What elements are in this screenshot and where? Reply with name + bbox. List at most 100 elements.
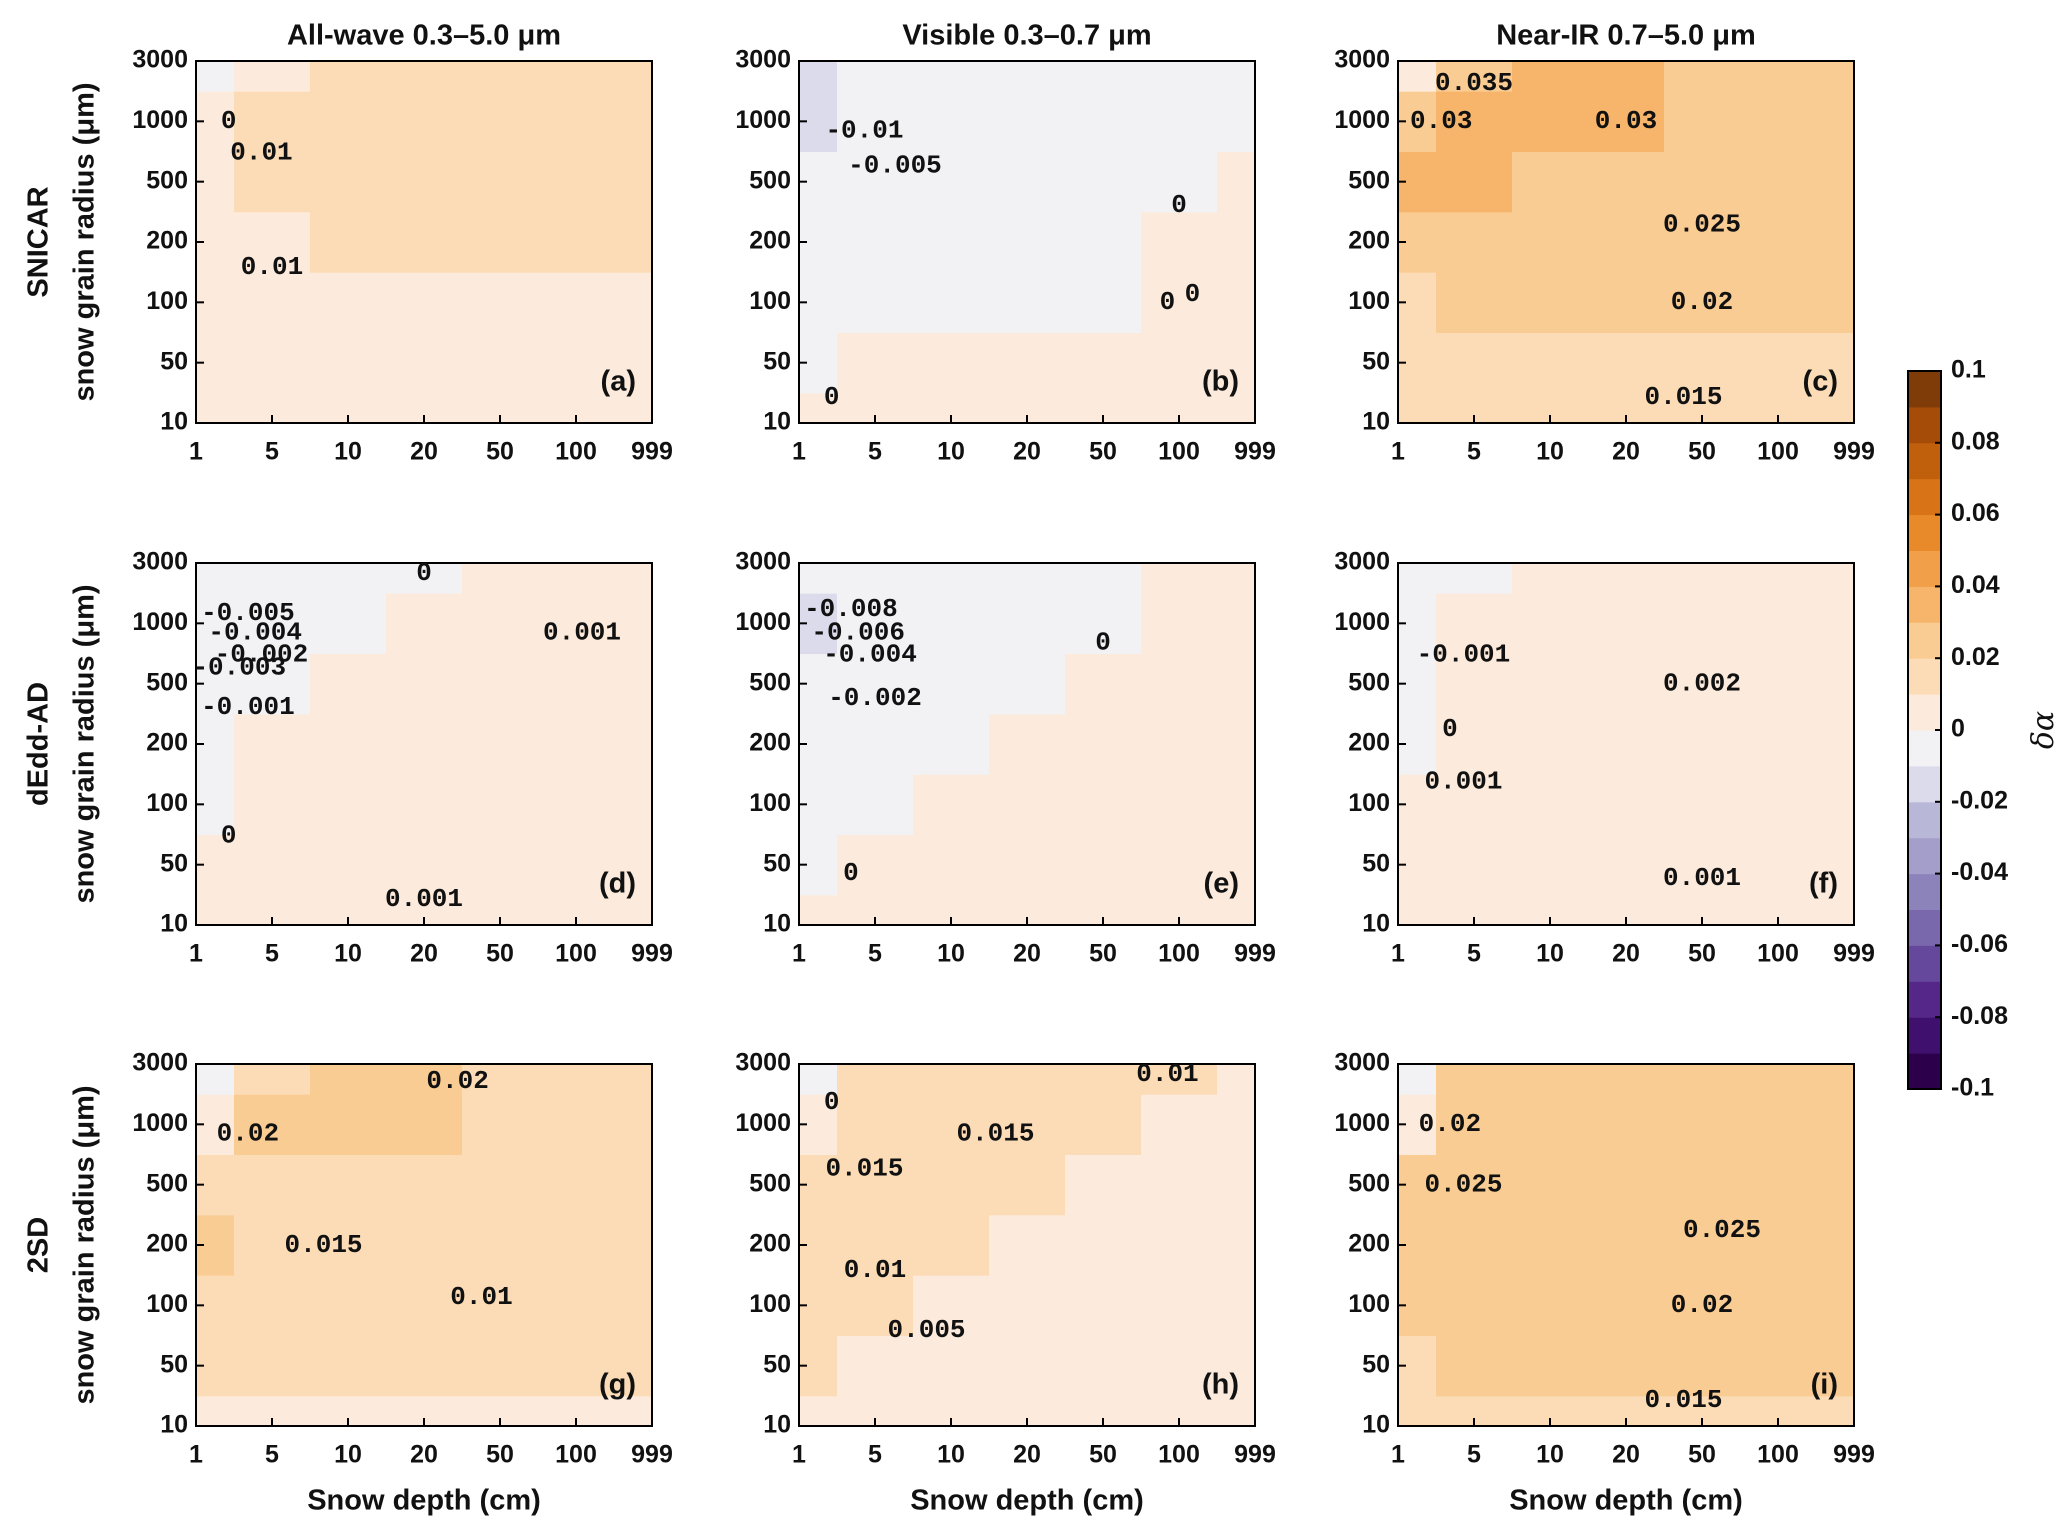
cell	[989, 272, 1066, 333]
cell	[462, 61, 539, 92]
x-tick-label: 10	[334, 1441, 362, 1469]
cell	[1141, 1154, 1218, 1216]
y-tick-label: 500	[146, 668, 188, 696]
y-tick-label: 10	[160, 1411, 188, 1439]
colorbar-tick-label: -0.02	[1951, 786, 2008, 814]
cell	[1740, 211, 1817, 273]
cell	[538, 151, 615, 213]
cell	[1065, 1154, 1142, 1216]
x-tick-label: 1	[792, 940, 806, 968]
contour-label: 0.015	[1644, 382, 1722, 412]
panel-label: (i)	[1811, 1369, 1838, 1401]
y-tick-label: 1000	[735, 106, 791, 134]
cell	[799, 392, 838, 424]
contour-label: 0	[1095, 628, 1111, 658]
colorbar-band	[1908, 945, 1941, 982]
contour-label: 0.03	[1410, 106, 1472, 136]
x-tick-label: 999	[1234, 940, 1276, 968]
x-tick-label: 20	[1013, 1441, 1041, 1469]
cell	[234, 1094, 311, 1155]
cell	[989, 1094, 1066, 1155]
cell	[538, 211, 615, 273]
cell	[310, 1094, 387, 1155]
cell	[234, 774, 311, 835]
x-tick-label: 1	[189, 940, 203, 968]
cell	[1065, 1335, 1142, 1397]
contour-label: 0.02	[217, 1118, 279, 1148]
y-tick-label: 200	[1348, 729, 1390, 757]
cell	[799, 894, 838, 926]
x-tick-label: 999	[1234, 438, 1276, 466]
cell	[913, 1154, 990, 1216]
y-tick-label: 500	[749, 1169, 791, 1197]
cell	[1436, 151, 1513, 213]
cell	[538, 834, 615, 896]
cell	[1816, 774, 1855, 835]
cell	[614, 61, 653, 92]
cell	[234, 1275, 311, 1336]
cell	[310, 593, 387, 654]
cell	[1065, 593, 1142, 654]
cell	[837, 1064, 914, 1095]
x-tick-label: 10	[1536, 438, 1564, 466]
cell	[538, 91, 615, 152]
cell	[837, 272, 914, 333]
y-tick-label: 10	[160, 408, 188, 436]
cell	[614, 332, 653, 394]
cell	[1588, 653, 1665, 715]
cell	[614, 1395, 653, 1427]
cell	[837, 211, 914, 273]
panel-label: (a)	[601, 366, 636, 398]
contour-label: -0.002	[215, 639, 309, 669]
x-tick-label: 50	[486, 1441, 514, 1469]
cell	[386, 272, 463, 333]
cell	[310, 713, 387, 775]
contour-label: 0.01	[241, 252, 303, 282]
cell	[1217, 1275, 1256, 1336]
column-title: Near-IR 0.7–5.0 μm	[1496, 20, 1756, 52]
cell	[1398, 392, 1437, 424]
cell	[1436, 61, 1513, 92]
contour-label: 0.015	[285, 1230, 363, 1260]
cell	[1065, 91, 1142, 152]
cell	[1436, 1335, 1513, 1397]
contour-label: 0.025	[1424, 1170, 1502, 1200]
y-tick-label: 50	[1362, 1350, 1390, 1378]
cell	[234, 1214, 311, 1276]
x-tick-label: 20	[410, 940, 438, 968]
cell	[1217, 91, 1256, 152]
x-tick-label: 50	[1089, 1441, 1117, 1469]
cell	[1065, 653, 1142, 715]
cell	[1217, 211, 1256, 273]
y-tick-label: 500	[749, 668, 791, 696]
contour-label: 0.02	[1419, 1109, 1481, 1139]
cell	[989, 211, 1066, 273]
cell	[1588, 1064, 1665, 1095]
cell	[837, 593, 914, 654]
x-tick-label: 999	[1833, 940, 1875, 968]
cell	[1217, 593, 1256, 654]
cell	[1141, 332, 1218, 394]
cell	[1141, 563, 1218, 594]
cell	[614, 211, 653, 273]
y-tick-label: 100	[146, 789, 188, 817]
contour-label: 0.001	[543, 617, 621, 647]
cell	[1141, 61, 1218, 92]
cell	[1217, 563, 1256, 594]
cell	[913, 61, 990, 92]
cell	[462, 834, 539, 896]
contour-label: 0	[824, 1087, 840, 1117]
cell	[1588, 563, 1665, 594]
colorbar-band	[1908, 442, 1941, 480]
cell	[462, 1335, 539, 1397]
cell	[614, 272, 653, 333]
cell	[989, 1275, 1066, 1336]
cell	[989, 713, 1066, 775]
x-tick-label: 20	[410, 1441, 438, 1469]
cell	[1512, 834, 1589, 896]
cell	[1217, 1154, 1256, 1216]
contour-label: -0.005	[201, 598, 295, 628]
cell	[989, 653, 1066, 715]
colorbar-band	[1908, 765, 1941, 803]
x-tick-label: 5	[265, 438, 279, 466]
